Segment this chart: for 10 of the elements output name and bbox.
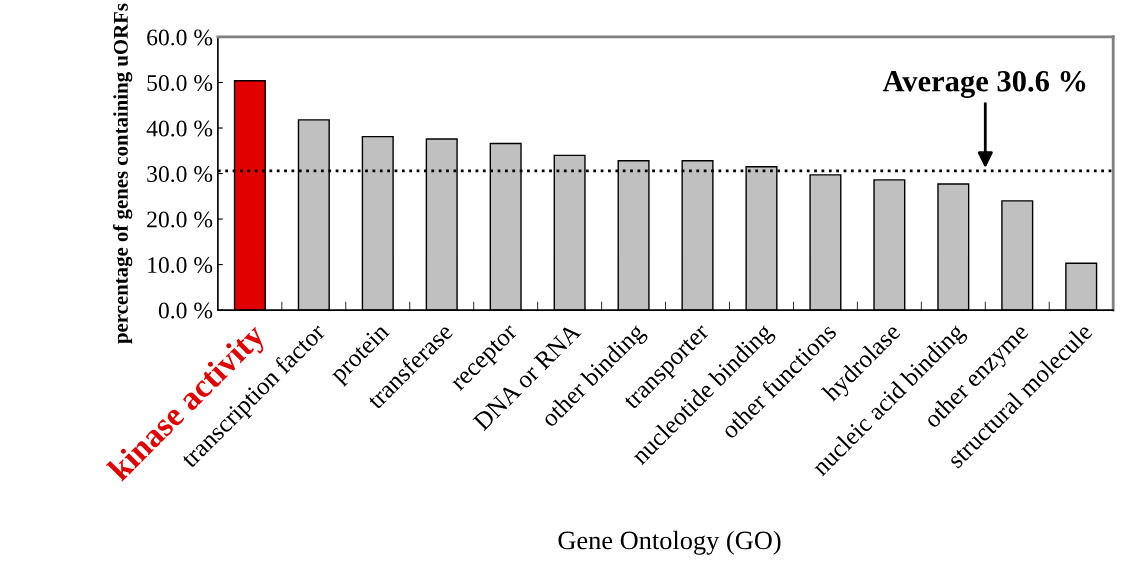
x-axis-title: Gene Ontology (GO): [558, 530, 781, 555]
y-tick-label: 20.0 %: [147, 211, 213, 228]
y-axis-title: percentage of genes containing uORFs: [112, 3, 133, 344]
y-tick-label: 50.0 %: [147, 75, 213, 92]
y-tick-label: 0.0 %: [158, 302, 213, 319]
y-tick-label: 40.0 %: [146, 120, 213, 137]
y-tick-label: 10.0 %: [148, 257, 213, 274]
ref-line-label: Average 30.6 %: [882, 70, 1086, 98]
y-tick-label: 60.0 %: [147, 29, 213, 46]
y-tick-label: 30.0 %: [147, 166, 213, 183]
